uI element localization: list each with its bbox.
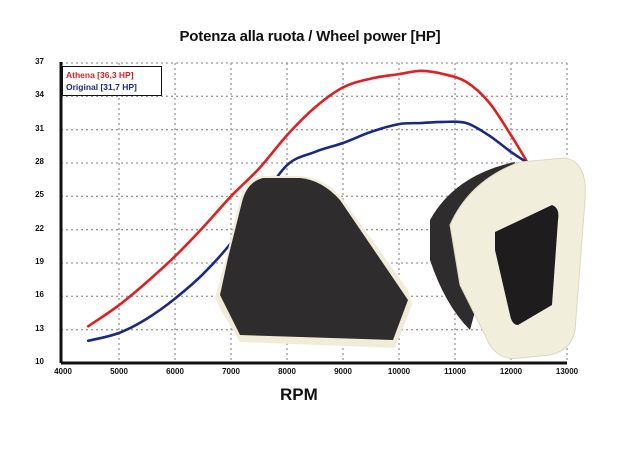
y-tick-label: 28 <box>35 157 44 166</box>
y-tick-label: 10 <box>35 357 44 366</box>
x-tick-label: 9000 <box>334 367 352 376</box>
legend-item-athena: Athena [36,3 HP] <box>66 70 134 80</box>
legend-item-original: Original [31,7 HP] <box>66 82 137 92</box>
series-lines <box>86 69 530 343</box>
x-tick-label: 12000 <box>499 367 523 376</box>
x-tick-label: 6000 <box>166 367 184 376</box>
x-tick-label: 11000 <box>444 367 466 376</box>
x-tick-label: 10000 <box>387 367 411 376</box>
x-tick-label: 7000 <box>222 367 240 376</box>
chart-title: Potenza alla ruota / Wheel power [HP] <box>179 28 441 45</box>
air-filter-photo-right <box>430 157 586 360</box>
y-tick-label: 25 <box>35 190 44 200</box>
chart-legend: Athena [36,3 HP] Original [31,7 HP] <box>62 66 162 96</box>
y-tick-label: 34 <box>35 90 44 100</box>
series-line-athena <box>86 69 530 328</box>
x-tick-label: 8000 <box>278 367 296 376</box>
series-line-original <box>86 120 530 343</box>
x-tick-label: 4000 <box>54 367 72 376</box>
air-filter-photo-left <box>215 176 412 348</box>
x-axis-label: RPM <box>280 385 318 404</box>
y-tick-label: 31 <box>35 123 44 133</box>
y-tick-label: 19 <box>35 257 44 266</box>
y-tick-label: 22 <box>35 223 44 233</box>
y-tick-label: 37 <box>35 57 44 66</box>
x-tick-label: 5000 <box>110 367 128 376</box>
x-tick-label: 13000 <box>555 367 579 376</box>
y-tick-label: 16 <box>35 290 44 300</box>
y-tick-label: 13 <box>35 323 44 333</box>
